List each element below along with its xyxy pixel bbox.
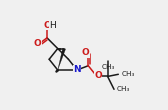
Text: O: O [81, 48, 89, 57]
Text: O: O [34, 39, 41, 48]
Text: N: N [73, 65, 81, 74]
Text: CH₃: CH₃ [117, 86, 130, 92]
Text: O: O [94, 71, 102, 80]
Polygon shape [58, 48, 66, 70]
Text: CH₃: CH₃ [121, 71, 135, 77]
Text: CH₃: CH₃ [102, 64, 115, 70]
Text: O: O [44, 21, 51, 30]
Text: H: H [50, 21, 56, 30]
